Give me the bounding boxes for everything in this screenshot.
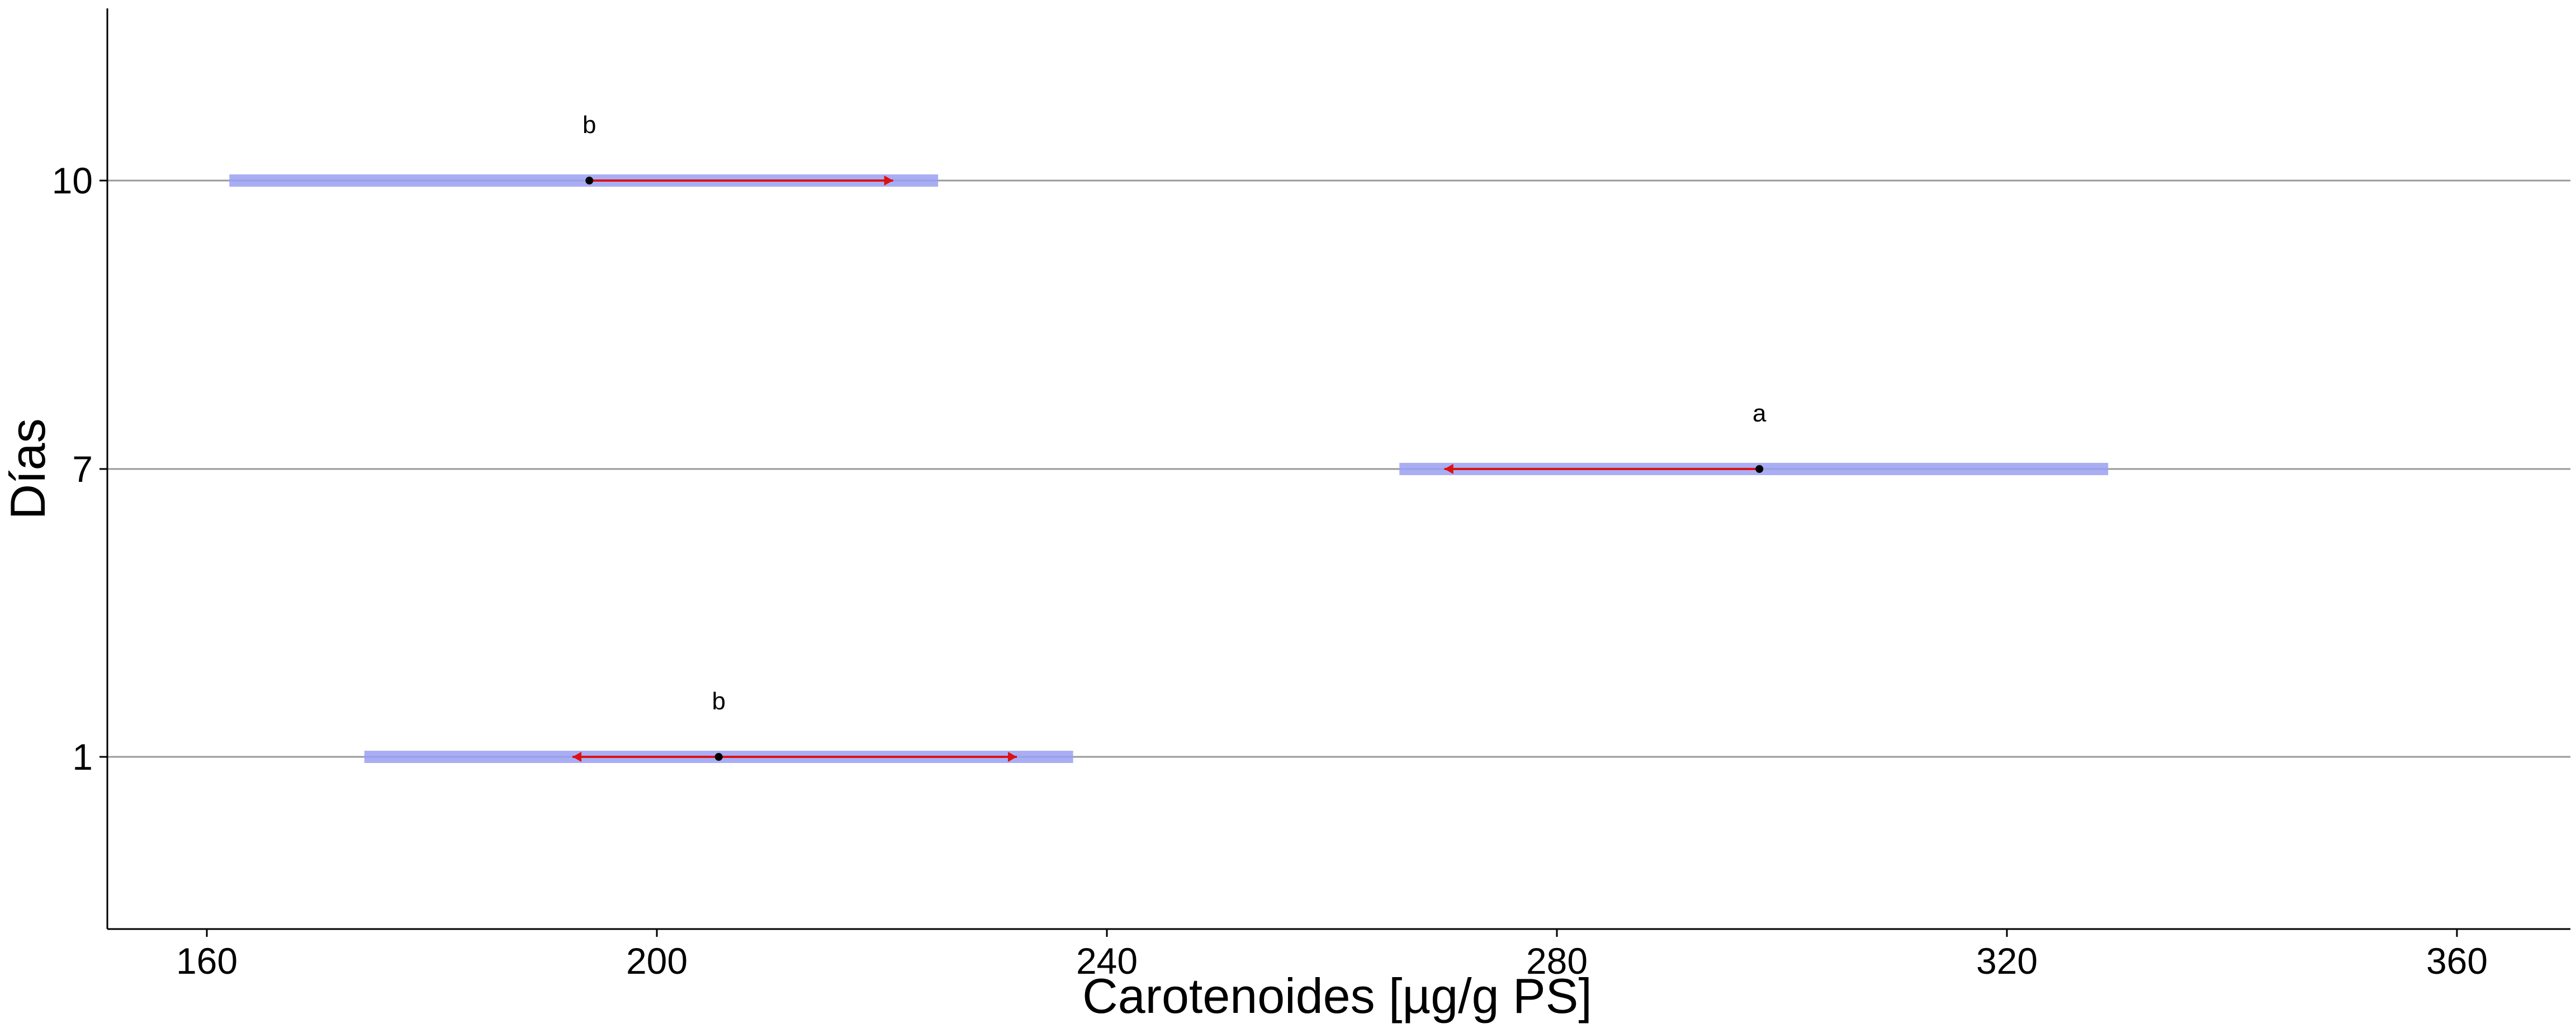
x-axis-title: Carotenoides [µg/g PS] bbox=[1082, 968, 1592, 1023]
y-axis-title: Días bbox=[0, 419, 55, 520]
x-tick-label-360: 360 bbox=[2426, 940, 2488, 982]
x-axis-ticks: 160 200 240 280 320 360 bbox=[176, 929, 2488, 982]
arrowhead-right-10 bbox=[884, 176, 893, 186]
x-tick-label-280: 280 bbox=[1526, 940, 1588, 982]
group-letter-7: a bbox=[1753, 400, 1767, 427]
x-tick-label-320: 320 bbox=[1976, 940, 2038, 982]
x-tick-label-240: 240 bbox=[1076, 940, 1138, 982]
mean-point-7 bbox=[1755, 465, 1764, 473]
group-letters: b a b bbox=[583, 111, 1767, 715]
mean-point-10 bbox=[585, 177, 594, 184]
y-tick-label-1: 1 bbox=[72, 736, 93, 778]
arrowhead-left-7 bbox=[1444, 464, 1453, 474]
y-tick-label-7: 7 bbox=[72, 448, 93, 490]
mean-points bbox=[585, 177, 1764, 761]
mean-point-1 bbox=[714, 753, 723, 761]
arrowhead-left-1 bbox=[572, 752, 582, 762]
group-letter-10: b bbox=[583, 111, 596, 139]
comparison-arrows bbox=[572, 176, 1760, 762]
x-tick-label-160: 160 bbox=[176, 940, 238, 982]
arrowhead-right-1 bbox=[1008, 752, 1017, 762]
y-tick-label-10: 10 bbox=[52, 160, 93, 201]
gridlines bbox=[107, 179, 2570, 758]
x-tick-label-200: 200 bbox=[626, 940, 688, 982]
group-letter-1: b bbox=[712, 688, 725, 715]
